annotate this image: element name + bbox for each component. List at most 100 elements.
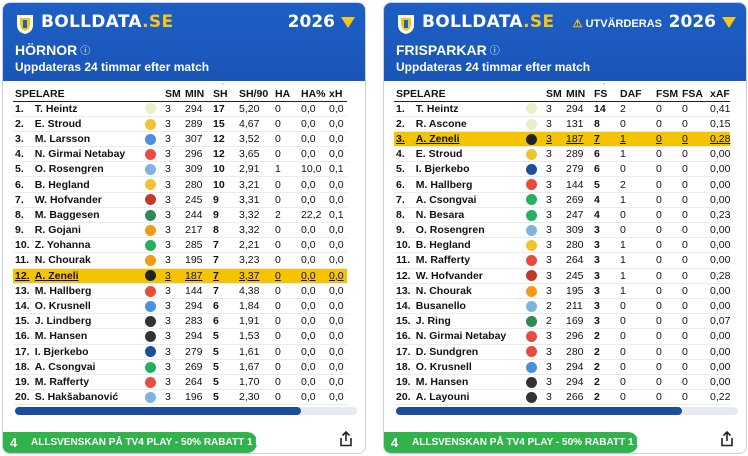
column-header-sm[interactable]: SM [163,83,183,102]
table-row[interactable]: 10. Z. Yohanna 3 285 7 2,21 0 0,0 0,0 [13,237,347,254]
column-header-player[interactable]: SPELARE [394,83,524,102]
player-name[interactable]: W. Hofvander [413,268,524,284]
player-name[interactable]: J. Ring [413,313,524,330]
table-row[interactable]: 20. A. Layouni 3 266 2 0 0 0 0,22 [394,389,731,405]
player-name[interactable]: O. Krusnell [413,359,524,375]
table-row[interactable]: 17. I. Bjerkebo 3 279 5 1,61 0 0,0 0,0 [13,344,347,360]
table-row[interactable]: 8. M. Baggesen 3 244 9 3,32 2 22,2 0,1 [13,207,347,224]
table-row[interactable]: 3. A. Zeneli 3 187 7 1 0 0 0,28 [394,131,731,148]
table-row[interactable]: 14. O. Krusnell 3 294 6 1,84 0 0,0 0,0 [13,298,347,315]
table-row[interactable]: 16. M. Hansen 3 294 5 1,53 0 0,0 0,0 [13,328,347,345]
table-row[interactable]: 18. A. Csongvai 3 269 5 1,67 0 0,0 0,0 [13,359,347,375]
column-header-fs[interactable]: FS [592,83,618,102]
player-name[interactable]: A. Csongvai [413,192,524,208]
column-header-sh90[interactable]: SH/90 [237,83,273,102]
player-name[interactable]: S. Hakšabanović [32,389,143,405]
column-header-daf[interactable]: DAF [618,83,654,102]
column-header-fsm[interactable]: FSM [654,83,680,102]
table-row[interactable]: 12. A. Zeneli 3 187 7 3,37 0 0,0 0,0 [13,268,347,284]
column-header-min[interactable]: MIN [564,83,592,102]
chevron-down-icon[interactable] [722,17,736,28]
table-row[interactable]: 4. E. Stroud 3 289 6 1 0 0 0,00 [394,146,731,163]
player-name[interactable]: M. Hallberg [32,283,143,299]
table-row[interactable]: 11. N. Chourak 3 195 7 3,23 0 0,0 0,0 [13,252,347,269]
table-row[interactable]: 12. W. Hofvander 3 245 3 1 0 0 0,28 [394,268,731,284]
player-name[interactable]: E. Stroud [32,116,143,132]
share-icon[interactable] [339,431,353,447]
share-icon[interactable] [720,431,734,447]
player-name[interactable]: R. Ascone [413,116,524,132]
player-name[interactable]: M. Baggesen [32,207,143,224]
player-name[interactable]: N. Besara [413,207,524,224]
table-row[interactable]: 15. J. Ring 2 169 3 0 0 0 0,07 [394,313,731,330]
player-name[interactable]: Z. Yohanna [32,237,143,254]
brand-name[interactable]: BOLLDATA.SE [422,12,555,32]
table-row[interactable]: 2. E. Stroud 3 289 15 4,67 0 0,0 0,0 [13,116,347,132]
horizontal-scrollbar[interactable] [15,407,301,415]
player-name[interactable]: M. Hansen [32,328,143,345]
column-header-sh[interactable]: SH [211,83,237,102]
column-header-min[interactable]: MIN [183,83,211,102]
column-header-xh[interactable]: xH [327,83,347,102]
table-row[interactable]: 19. M. Hansen 3 294 2 0 0 0 0,00 [394,374,731,391]
table-row[interactable]: 6. B. Hegland 3 280 10 3,21 0 0,0 0,0 [13,176,347,193]
table-row[interactable]: 17. D. Sundgren 3 280 2 0 0 0 0,00 [394,344,731,360]
table-row[interactable]: 14. Busanello 2 211 3 0 0 0 0,00 [394,298,731,315]
chevron-down-icon[interactable] [341,17,355,28]
brand-name[interactable]: BOLLDATA.SE [41,12,174,32]
player-name[interactable]: N. Girmai Netabay [413,328,524,345]
player-name[interactable]: E. Stroud [413,146,524,163]
column-header-ha[interactable]: HA [273,83,299,102]
stats-table-container[interactable]: SPELARE SM MIN SH SH/90 HA HA% xH 1. T. Heintz 3 2… [13,83,361,405]
info-icon[interactable]: ⓘ [489,46,500,57]
table-row[interactable]: 5. I. Bjerkebo 3 279 6 0 0 0 0,00 [394,161,731,178]
player-name[interactable]: O. Rosengren [413,222,524,239]
table-row[interactable]: 7. A. Csongvai 3 269 4 1 0 0 0,00 [394,192,731,208]
player-name[interactable]: J. Lindberg [32,313,143,330]
table-row[interactable]: 5. O. Rosengren 3 309 10 2,91 1 10,0 0,1 [13,161,347,178]
table-row[interactable]: 8. N. Besara 3 247 4 0 0 0 0,23 [394,207,731,224]
column-header-fsa[interactable]: FSA [680,83,708,102]
player-name[interactable]: R. Gojani [32,222,143,239]
player-name[interactable]: A. Layouni [413,389,524,405]
table-row[interactable]: 13. N. Chourak 3 195 3 1 0 0 0,00 [394,283,731,299]
table-row[interactable]: 7. W. Hofvander 3 245 9 3,31 0 0,0 0,0 [13,192,347,208]
season-selector[interactable]: 2026 [668,12,716,32]
player-name[interactable]: O. Rosengren [32,161,143,178]
player-name[interactable]: B. Hegland [32,176,143,193]
table-row[interactable]: 16. N. Girmai Netabay 3 296 2 0 0 0 0,00 [394,328,731,345]
player-name[interactable]: M. Hansen [413,374,524,391]
table-row[interactable]: 9. R. Gojani 3 217 8 3,32 0 0,0 0,0 [13,222,347,239]
horizontal-scrollbar[interactable] [396,407,682,415]
player-name[interactable]: I. Bjerkebo [32,344,143,360]
column-header-ha[interactable]: HA% [299,83,327,102]
table-row[interactable]: 19. M. Rafferty 3 264 5 1,70 0 0,0 0,0 [13,374,347,391]
table-row[interactable]: 11. M. Rafferty 3 264 3 1 0 0 0,00 [394,252,731,269]
tv4-promo-banner[interactable]: 4 ALLSVENSKAN PÅ TV4 PLAY - 50% RABATT 1… [3,432,278,453]
tv4-promo-banner[interactable]: 4 ALLSVENSKAN PÅ TV4 PLAY - 50% RABATT 1… [384,432,659,453]
table-row[interactable]: 9. O. Rosengren 3 309 3 0 0 0 0,00 [394,222,731,239]
player-name[interactable]: B. Hegland [413,237,524,254]
player-name[interactable]: D. Sundgren [413,344,524,360]
player-name[interactable]: T. Heintz [413,101,524,117]
table-row[interactable]: 15. J. Lindberg 3 283 6 1,91 0 0,0 0,0 [13,313,347,330]
player-name[interactable]: A. Csongvai [32,359,143,375]
player-name[interactable]: T. Heintz [32,101,143,117]
table-row[interactable]: 2. R. Ascone 3 131 8 0 0 0 0,15 [394,116,731,132]
table-row[interactable]: 6. M. Hallberg 3 144 5 2 0 0 0,00 [394,176,731,193]
column-header-player[interactable]: SPELARE [13,83,143,102]
column-header-xaf[interactable]: xAF [708,83,731,102]
player-name[interactable]: O. Krusnell [32,298,143,315]
player-name[interactable]: M. Rafferty [32,374,143,391]
season-selector[interactable]: 2026 [287,12,335,32]
player-name[interactable]: M. Larsson [32,131,143,148]
player-name[interactable]: A. Zeneli [32,268,143,284]
table-row[interactable]: 13. M. Hallberg 3 144 7 4,38 0 0,0 0,0 [13,283,347,299]
table-row[interactable]: 4. N. Girmai Netabay 3 296 12 3,65 0 0,0 0,0 [13,146,347,163]
player-name[interactable]: W. Hofvander [32,192,143,208]
stats-table-container[interactable]: SPELARE SM MIN FS DAF FSM FSA xAF 1. T. Heintz 3 2… [394,83,742,405]
player-name[interactable]: N. Chourak [32,252,143,269]
player-name[interactable]: N. Girmai Netabay [32,146,143,163]
table-row[interactable]: 20. S. Hakšabanović 3 196 5 2,30 0 0,0 0,0 [13,389,347,405]
table-row[interactable]: 1. T. Heintz 3 294 17 5,20 0 0,0 0,0 [13,101,347,117]
